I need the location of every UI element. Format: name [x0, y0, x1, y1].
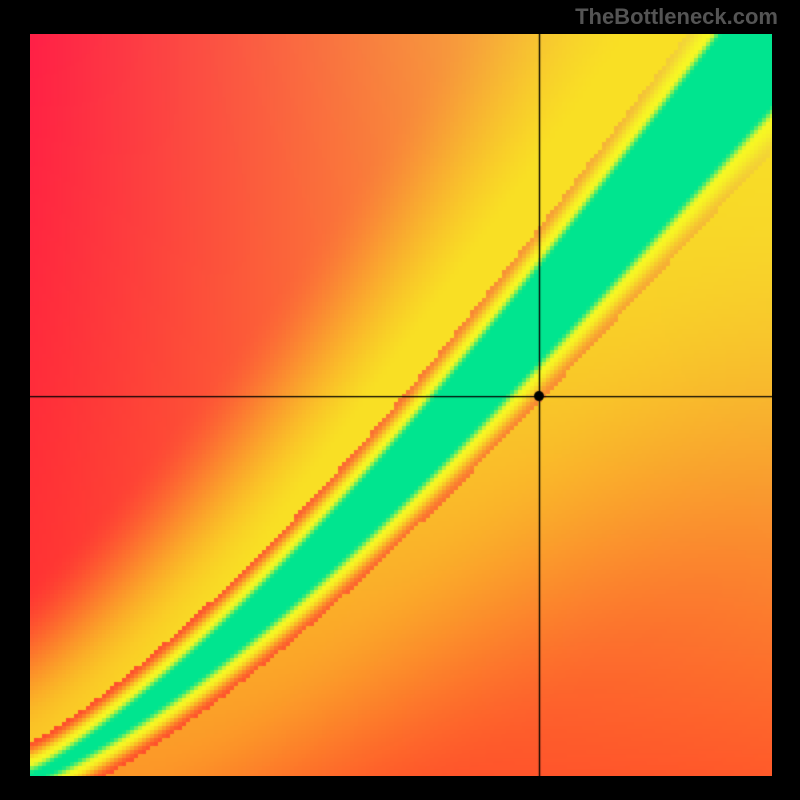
bottleneck-heatmap [30, 34, 772, 776]
chart-container: TheBottleneck.com [0, 0, 800, 800]
watermark-text: TheBottleneck.com [575, 4, 778, 30]
